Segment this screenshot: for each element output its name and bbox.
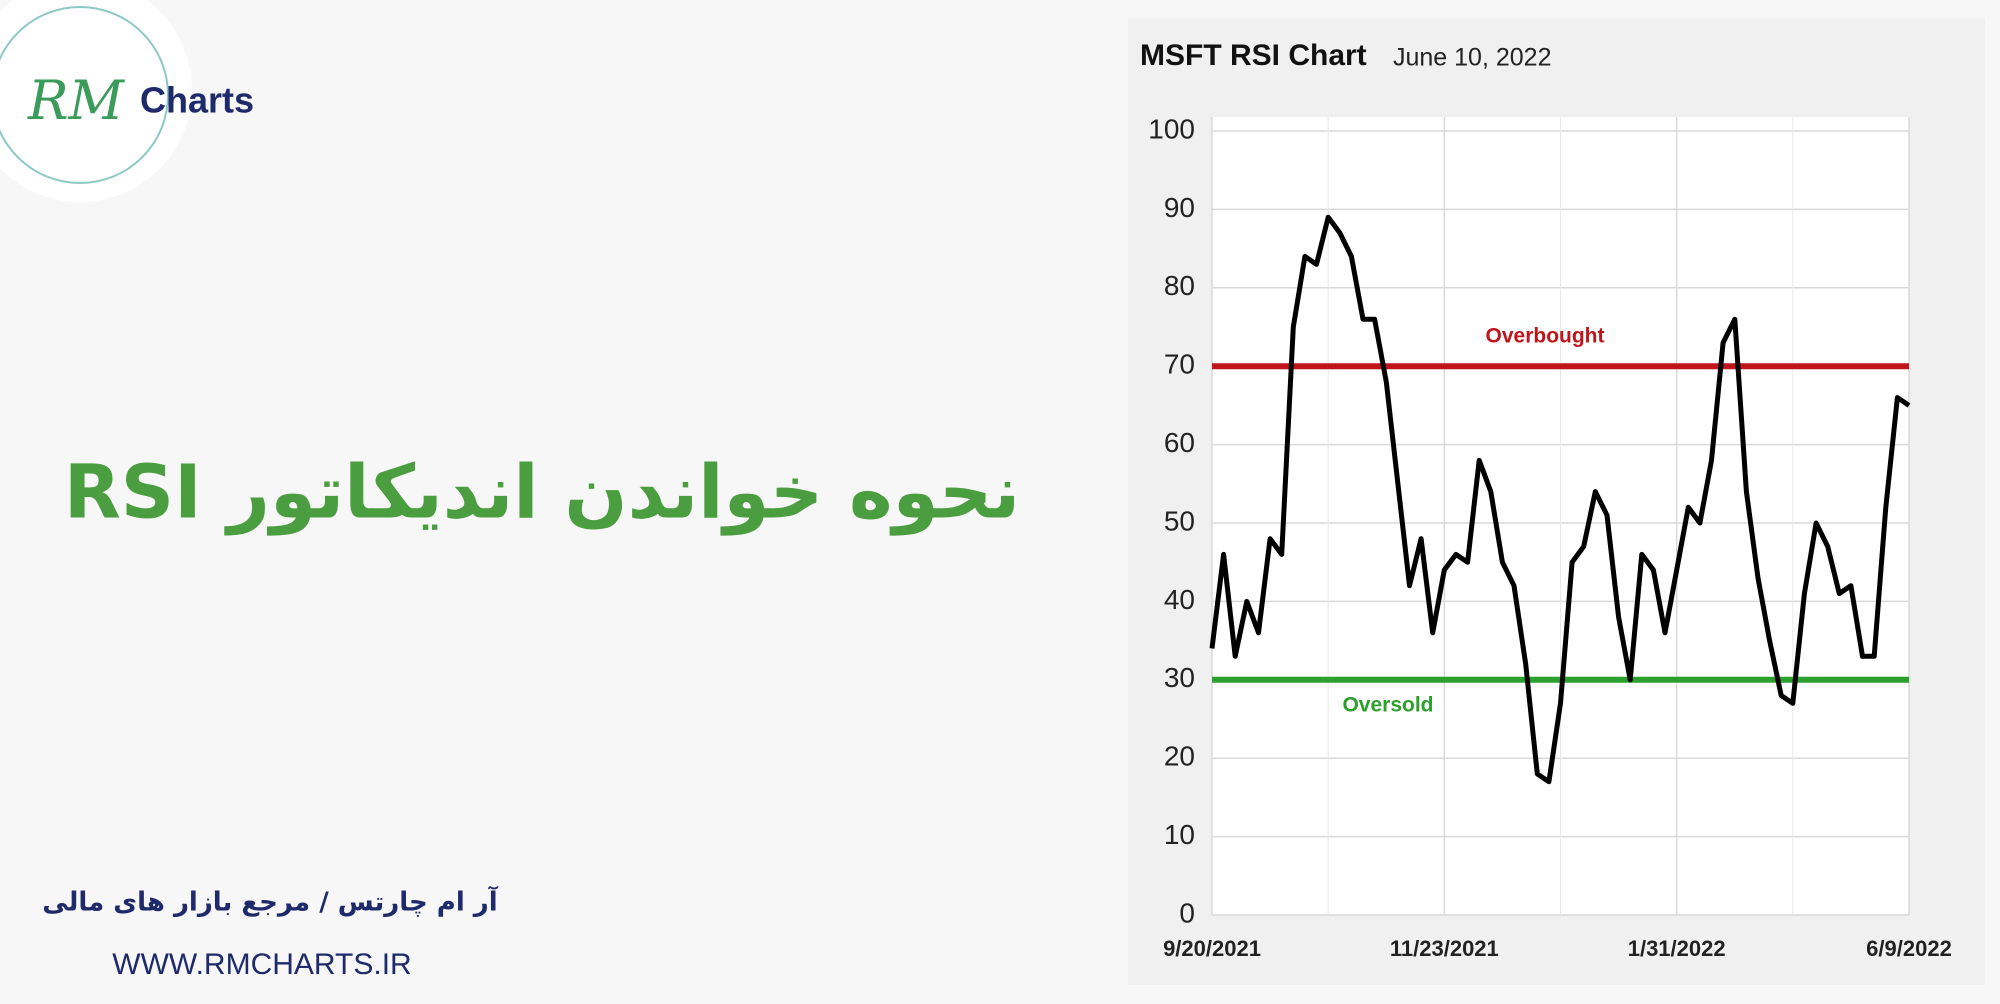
x-tick-label: 1/31/2022 xyxy=(1628,936,1726,961)
x-tick-label: 6/9/2022 xyxy=(1866,936,1952,961)
y-tick-label: 60 xyxy=(1164,427,1195,458)
chart-subtitle: June 10, 2022 xyxy=(1393,44,1551,72)
tagline: آر ام چارتس / مرجع بازار های مالی xyxy=(42,886,498,918)
logo-mark: RM xyxy=(27,69,126,132)
logo-name: Charts xyxy=(140,80,254,121)
y-tick-label: 20 xyxy=(1164,741,1195,772)
y-tick-label: 30 xyxy=(1164,662,1195,693)
logo-ring xyxy=(0,6,169,184)
site-url: WWW.RMCHARTS.IR xyxy=(112,948,411,981)
chart-title: MSFT RSI Chart xyxy=(1140,39,1367,72)
y-tick-label: 40 xyxy=(1164,584,1195,615)
y-tick-label: 70 xyxy=(1164,349,1195,380)
y-tick-label: 50 xyxy=(1164,505,1195,536)
rsi-line xyxy=(1209,214,1911,785)
logo-bg xyxy=(0,0,192,202)
reference-label: Overbought xyxy=(1486,325,1605,348)
y-tick-label: 10 xyxy=(1164,819,1195,850)
y-tick-label: 90 xyxy=(1164,192,1195,223)
reference-label: Oversold xyxy=(1342,693,1433,716)
headline: نحوه خواندن اندیکاتور RSI xyxy=(64,450,1020,537)
y-tick-label: 80 xyxy=(1164,270,1195,301)
y-tick-label: 100 xyxy=(1148,113,1195,144)
y-tick-label: 0 xyxy=(1179,897,1195,928)
x-tick-label: 9/20/2021 xyxy=(1163,936,1261,961)
x-tick-label: 11/23/2021 xyxy=(1390,936,1499,961)
